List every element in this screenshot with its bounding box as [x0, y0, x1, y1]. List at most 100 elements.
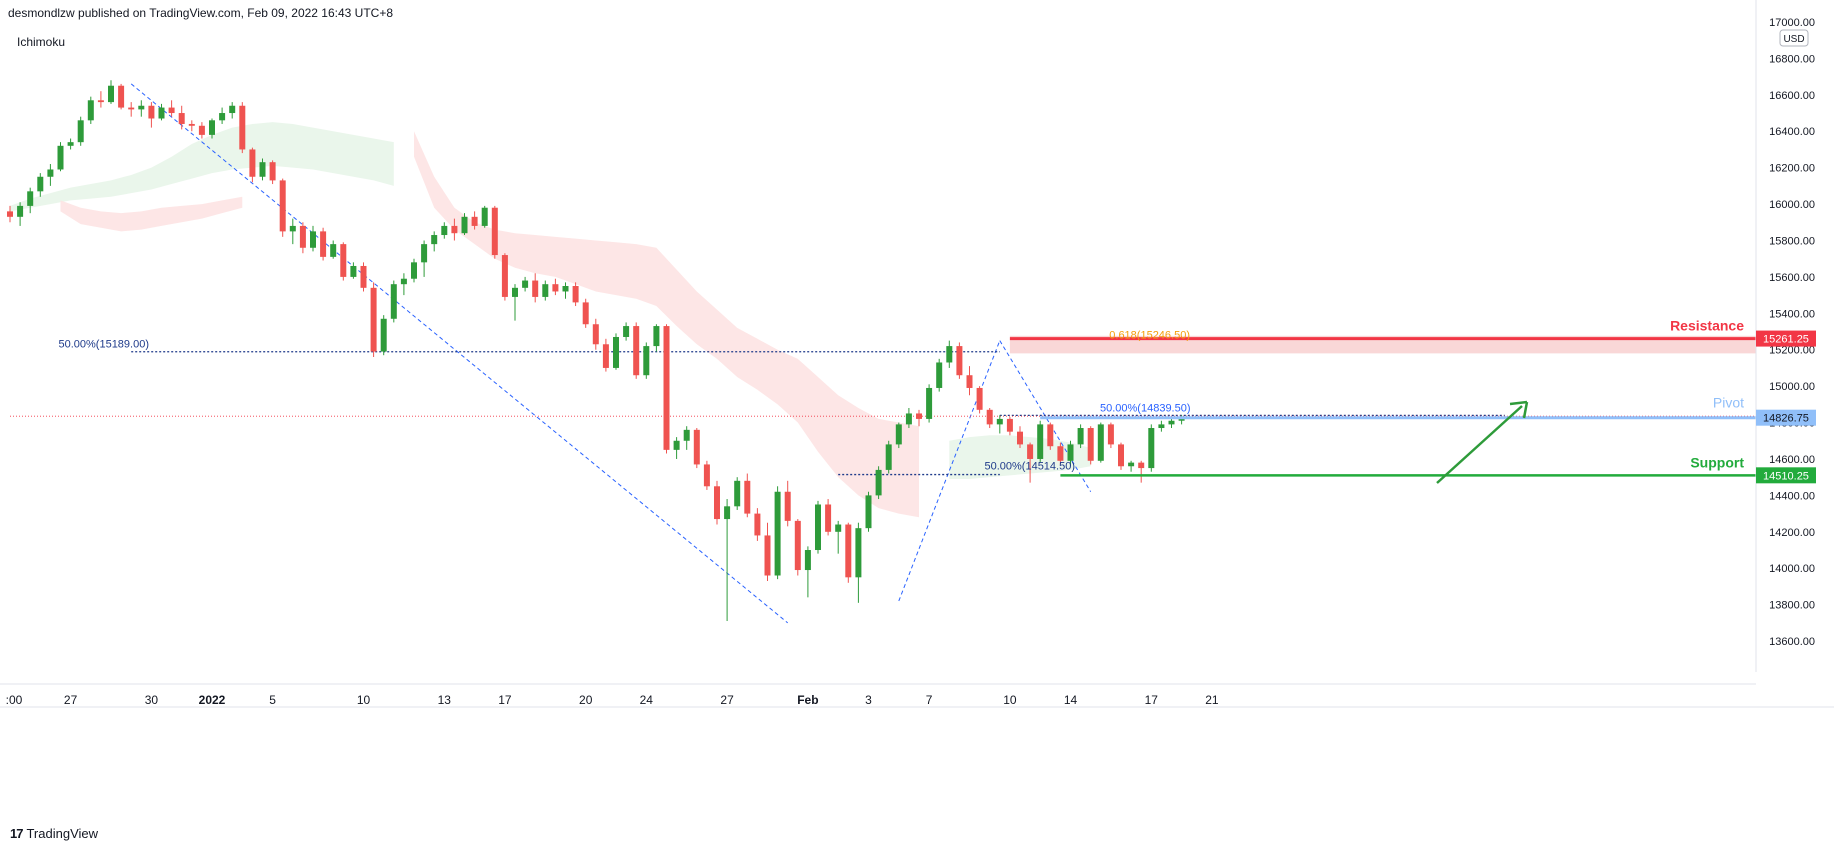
- candle-body[interactable]: [299, 225, 306, 248]
- candle-body[interactable]: [885, 444, 892, 470]
- candle-body[interactable]: [1017, 431, 1023, 445]
- candle-body[interactable]: [47, 169, 54, 177]
- candle-body[interactable]: [633, 326, 640, 376]
- candle-body[interactable]: [118, 85, 125, 108]
- candle-body[interactable]: [794, 520, 801, 571]
- candle-body[interactable]: [421, 244, 428, 263]
- candle-body[interactable]: [148, 105, 155, 119]
- candle-body[interactable]: [441, 225, 448, 236]
- candle-body[interactable]: [683, 429, 690, 441]
- candle-body[interactable]: [804, 550, 811, 571]
- candle-body[interactable]: [673, 440, 680, 450]
- candle-body[interactable]: [613, 336, 619, 368]
- candle-body[interactable]: [27, 191, 34, 206]
- candle-body[interactable]: [855, 528, 862, 578]
- candle-body[interactable]: [1037, 424, 1044, 459]
- candle-body[interactable]: [239, 105, 246, 150]
- candle-body[interactable]: [168, 107, 175, 114]
- candle-body[interactable]: [289, 225, 296, 232]
- candle-body[interactable]: [37, 176, 44, 192]
- trend-line[interactable]: [130, 83, 789, 624]
- candle-body[interactable]: [1168, 420, 1175, 425]
- candle-body[interactable]: [552, 284, 559, 292]
- candle-body[interactable]: [754, 513, 761, 536]
- candle-body[interactable]: [926, 387, 933, 419]
- candle-body[interactable]: [522, 280, 529, 288]
- candle-body[interactable]: [512, 287, 518, 297]
- candle-body[interactable]: [501, 255, 508, 297]
- candle-body[interactable]: [825, 504, 832, 532]
- candle-body[interactable]: [1006, 418, 1013, 432]
- candle-body[interactable]: [703, 464, 710, 487]
- candle-body[interactable]: [1047, 424, 1054, 447]
- candle-body[interactable]: [592, 324, 599, 345]
- candle-body[interactable]: [17, 205, 24, 217]
- currency-badge[interactable]: [1779, 29, 1809, 47]
- candle-body[interactable]: [1087, 428, 1094, 461]
- candle-body[interactable]: [815, 504, 821, 551]
- candle-body[interactable]: [259, 162, 266, 177]
- tradingview-footer[interactable]: 17 TradingView: [10, 826, 98, 841]
- candle-body[interactable]: [724, 506, 731, 520]
- candle-body[interactable]: [57, 145, 64, 170]
- candle-body[interactable]: [269, 162, 276, 181]
- candle-body[interactable]: [986, 409, 993, 425]
- candle-body[interactable]: [108, 85, 114, 103]
- candle-body[interactable]: [67, 142, 74, 146]
- candle-body[interactable]: [966, 375, 973, 388]
- candle-body[interactable]: [532, 280, 539, 297]
- candle-body[interactable]: [714, 486, 720, 520]
- candle-body[interactable]: [1027, 444, 1034, 459]
- candle-body[interactable]: [1148, 428, 1155, 469]
- projection-arrow-line[interactable]: [1436, 405, 1523, 484]
- candle-body[interactable]: [320, 231, 327, 257]
- candle-body[interactable]: [845, 524, 852, 578]
- candle-body[interactable]: [1057, 446, 1064, 461]
- candle-body[interactable]: [602, 344, 609, 368]
- candle-body[interactable]: [865, 495, 872, 529]
- candle-body[interactable]: [582, 302, 589, 325]
- candle-body[interactable]: [764, 535, 771, 576]
- candle-body[interactable]: [562, 286, 569, 292]
- candle-body[interactable]: [542, 284, 549, 297]
- candle-body[interactable]: [693, 429, 700, 465]
- candle-body[interactable]: [451, 225, 458, 234]
- candle-body[interactable]: [1067, 444, 1074, 461]
- candle-body[interactable]: [875, 469, 882, 496]
- candle-body[interactable]: [936, 362, 943, 388]
- candle-body[interactable]: [390, 284, 397, 319]
- trend-line[interactable]: [898, 340, 1001, 602]
- candle-body[interactable]: [219, 113, 226, 121]
- candle-body[interactable]: [471, 216, 478, 226]
- candle-body[interactable]: [1138, 462, 1145, 469]
- candle-body[interactable]: [653, 326, 660, 347]
- candle-body[interactable]: [330, 244, 337, 257]
- candle-body[interactable]: [461, 216, 468, 234]
- candle-body[interactable]: [360, 265, 367, 288]
- candle-body[interactable]: [77, 120, 84, 143]
- candle-body[interactable]: [481, 207, 488, 226]
- candle-body[interactable]: [835, 524, 842, 532]
- candle-body[interactable]: [128, 107, 135, 110]
- candle-body[interactable]: [431, 235, 438, 245]
- candle-body[interactable]: [279, 180, 286, 232]
- candle-body[interactable]: [491, 207, 498, 256]
- candle-body[interactable]: [784, 491, 791, 521]
- candle-body[interactable]: [188, 123, 195, 126]
- candle-body[interactable]: [1158, 424, 1165, 429]
- candle-body[interactable]: [734, 480, 741, 507]
- candle-body[interactable]: [1077, 428, 1084, 445]
- candle-body[interactable]: [643, 346, 650, 376]
- candle-body[interactable]: [905, 413, 912, 425]
- candle-body[interactable]: [946, 346, 953, 363]
- candle-body[interactable]: [744, 480, 751, 514]
- candle-body[interactable]: [572, 286, 579, 303]
- candle-body[interactable]: [996, 418, 1003, 425]
- candle-body[interactable]: [350, 265, 357, 277]
- candle-body[interactable]: [1097, 424, 1104, 461]
- candle-body[interactable]: [623, 326, 630, 337]
- candle-body[interactable]: [198, 125, 205, 135]
- candle-body[interactable]: [209, 120, 215, 135]
- candle-body[interactable]: [340, 244, 347, 277]
